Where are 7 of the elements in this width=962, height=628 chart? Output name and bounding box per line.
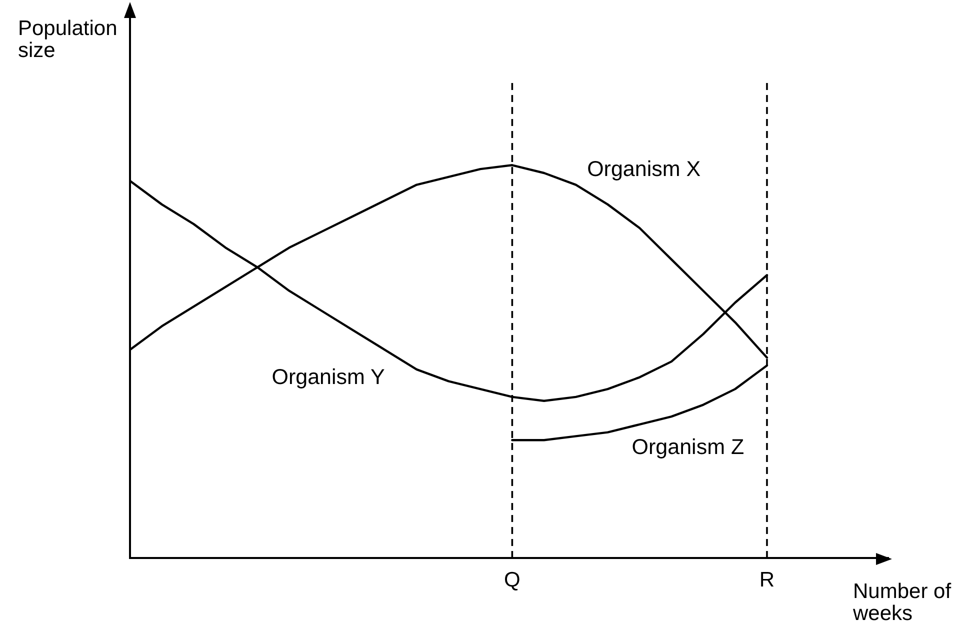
x-tick-label: R: [759, 568, 775, 592]
y-axis-title: Population size: [18, 17, 118, 62]
series-label: Organism Z: [632, 434, 744, 459]
x-axis-title: Number of weeks: [853, 580, 952, 625]
series-label: Organism X: [587, 157, 701, 182]
x-tick-label: Q: [504, 568, 520, 592]
series-label: Organism Y: [272, 365, 385, 390]
